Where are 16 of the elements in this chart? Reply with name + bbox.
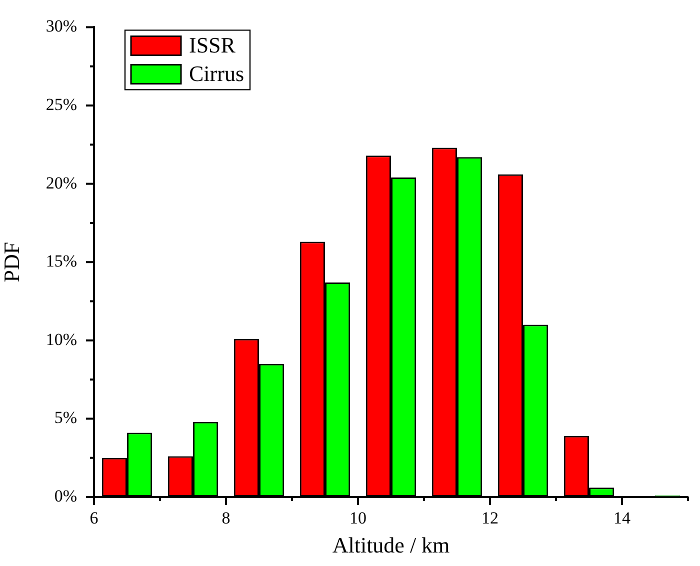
x-tick-label: 6 — [90, 508, 98, 528]
x-axis-title: Altitude / km — [332, 532, 450, 558]
y-tick-label: 10% — [46, 330, 77, 349]
x-tick-label: 10 — [350, 508, 366, 528]
legend-label: ISSR — [189, 32, 236, 58]
y-tick-label: 30% — [46, 16, 77, 36]
x-tick-label: 12 — [482, 508, 498, 528]
y-axis-title: PDF — [0, 242, 24, 282]
y-tick-label: 15% — [46, 252, 77, 271]
y-tick-label: 25% — [46, 94, 77, 114]
x-tick-label: 14 — [614, 508, 631, 528]
y-tick-label: 0% — [54, 486, 77, 506]
y-tick-label: 20% — [46, 173, 77, 192]
y-tick-label: 5% — [54, 408, 77, 428]
x-tick-label: 8 — [222, 508, 230, 528]
legend-label: Cirrus — [189, 60, 244, 86]
